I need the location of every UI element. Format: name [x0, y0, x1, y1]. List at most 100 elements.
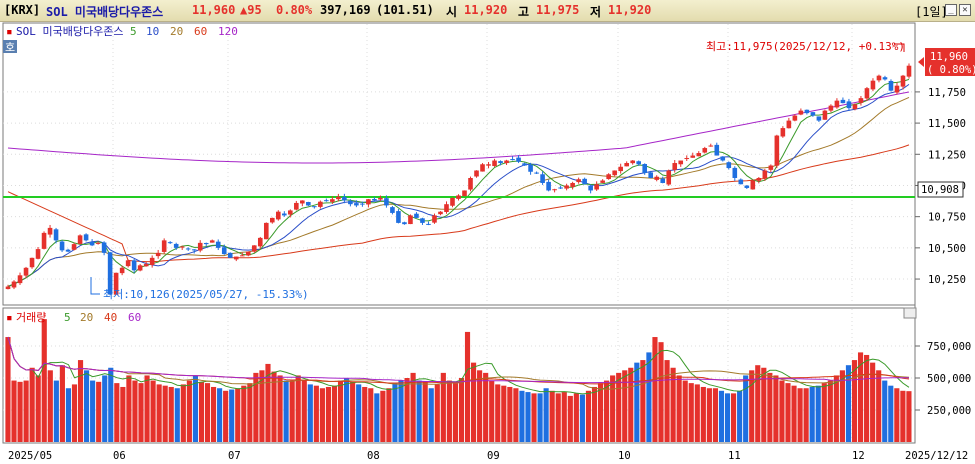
- candle-body: [366, 199, 371, 205]
- x-tick-label: 12: [852, 450, 865, 462]
- minimize-icon[interactable]: _: [945, 4, 957, 16]
- volume-bar: [688, 383, 694, 442]
- volume-bar: [857, 352, 864, 442]
- volume-bar: [676, 375, 682, 442]
- candle-body: [263, 222, 269, 240]
- legend-ma120: 120: [218, 25, 238, 38]
- candle-body: [276, 211, 281, 220]
- volume-bar: [864, 354, 870, 442]
- volume-tick-label: 750,000: [927, 341, 971, 353]
- x-tick-label: 09: [487, 450, 500, 462]
- candle-body: [65, 249, 71, 252]
- candlesticks: [5, 63, 912, 296]
- candle-body: [203, 242, 209, 245]
- candle-body: [215, 241, 221, 248]
- candle-body: [720, 156, 726, 161]
- volume-bar: [301, 380, 307, 442]
- volume-bar: [585, 390, 592, 442]
- candle-body: [882, 77, 888, 80]
- period-selector[interactable]: [1일]: [915, 5, 948, 19]
- volume-bar: [162, 385, 168, 442]
- volume-bar: [470, 362, 477, 442]
- candle-body: [312, 206, 317, 208]
- candle-body: [582, 178, 587, 185]
- volume-bar: [271, 371, 277, 442]
- quote-badge-bg[interactable]: [3, 40, 17, 53]
- volume-legend-title: 거래량: [16, 311, 46, 324]
- candle-body: [330, 199, 335, 202]
- candle-body: [113, 272, 119, 295]
- vol-legend-ma5: 5: [64, 311, 71, 324]
- candle-body: [107, 252, 113, 295]
- volume-bar: [839, 370, 845, 442]
- candle-body: [348, 200, 353, 205]
- volume-bar: [706, 388, 712, 442]
- candle-body: [372, 198, 377, 201]
- candle-body: [390, 207, 395, 213]
- price-tick-label: 11,750: [928, 87, 966, 99]
- volume-bar: [767, 372, 773, 442]
- candle-body: [342, 196, 347, 201]
- candle-body: [726, 162, 732, 169]
- volume-bar: [561, 392, 567, 442]
- volume-bar: [319, 388, 325, 442]
- close-icon[interactable]: ✕: [959, 4, 971, 16]
- candle-body: [71, 244, 77, 250]
- volume-bar: [337, 380, 344, 442]
- volume-bar: [525, 392, 531, 442]
- quote-badge[interactable]: 호: [5, 41, 15, 54]
- candle-body: [810, 112, 816, 116]
- volume-bar: [120, 386, 126, 442]
- volume-bar: [749, 370, 755, 442]
- volume-bar: [108, 367, 114, 442]
- candle-body: [408, 215, 413, 225]
- volume-bar: [610, 375, 616, 442]
- volume-bar: [53, 380, 59, 442]
- volume-bar: [458, 378, 465, 442]
- candle-body: [209, 240, 215, 243]
- volume-bar: [495, 384, 501, 442]
- volume-bar: [138, 383, 144, 442]
- volume-bar: [604, 380, 610, 442]
- candle-body: [642, 164, 648, 173]
- candle-body: [588, 185, 593, 191]
- candle-body: [684, 158, 690, 160]
- volume-bar: [259, 370, 265, 442]
- candle-body: [864, 88, 870, 99]
- volume-bar: [440, 372, 446, 442]
- volume-bar: [404, 378, 410, 442]
- volume-bar: [791, 385, 797, 442]
- vol-legend-ma40: 40: [104, 311, 117, 324]
- candle-body: [648, 172, 654, 178]
- change-percent: 0.80%: [276, 3, 313, 17]
- panel-resize-handle[interactable]: [903, 307, 917, 319]
- candle-body: [245, 251, 251, 256]
- price-tick-label: 11,250: [928, 149, 966, 161]
- candle-body: [798, 110, 804, 115]
- legend-ma5: 5: [130, 25, 137, 38]
- candle-body: [738, 179, 744, 185]
- volume-bar: [851, 360, 858, 442]
- volume-bar: [410, 372, 416, 442]
- candle-body: [438, 211, 443, 215]
- volume-bar: [870, 362, 876, 442]
- ma-line-120: [7, 91, 910, 164]
- ma-line-60: [7, 144, 910, 263]
- volume-bar: [35, 375, 41, 442]
- volume-bar: [247, 383, 253, 442]
- ma-line-20: [7, 96, 910, 287]
- volume-bar: [277, 375, 283, 442]
- volume-bar: [368, 388, 374, 442]
- volume-bar: [422, 381, 428, 442]
- volume-bar: [374, 393, 380, 442]
- candle-body: [750, 180, 756, 190]
- volume-bar: [658, 342, 664, 442]
- low-price: 11,920: [608, 3, 652, 17]
- volume-bar: [888, 385, 894, 442]
- candle-body: [570, 182, 575, 187]
- volume-bar: [900, 390, 906, 442]
- candle-body: [360, 203, 365, 205]
- candle-body: [221, 247, 227, 255]
- volume-bar: [265, 363, 271, 442]
- candle-body: [702, 148, 708, 153]
